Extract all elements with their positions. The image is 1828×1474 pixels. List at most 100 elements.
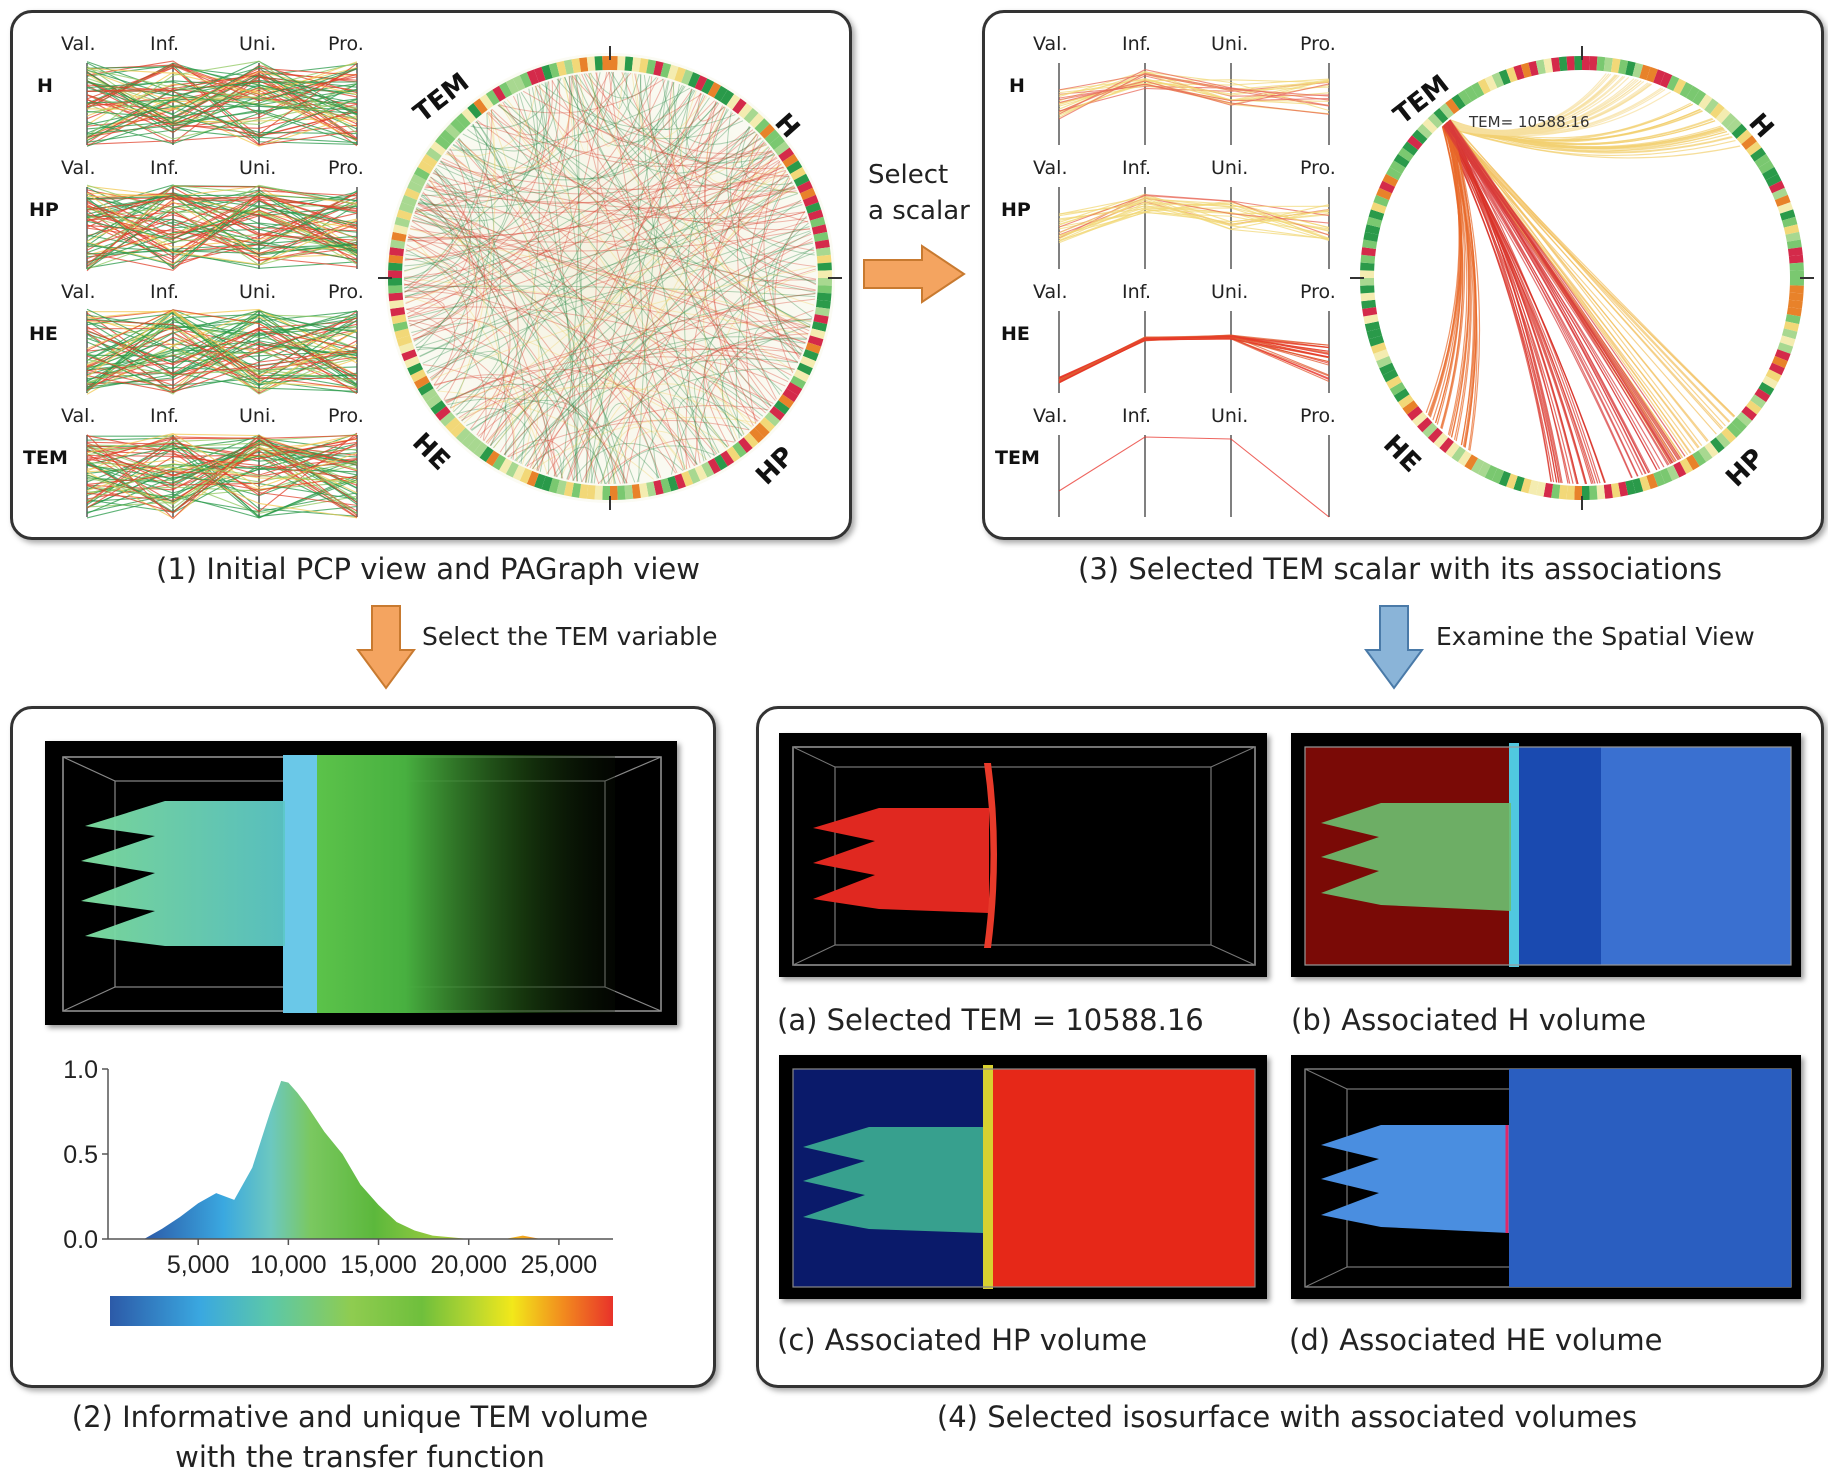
pcp-axis-label: Inf.: [150, 405, 179, 427]
chord: [452, 85, 545, 174]
ring-segment: [749, 113, 765, 129]
chord: [685, 94, 740, 159]
ring-segment: [1373, 349, 1390, 362]
ring-segment: [1596, 484, 1606, 500]
ring-segment: [388, 270, 403, 278]
chord: [429, 177, 518, 463]
chord: [421, 78, 561, 202]
ring-segment: [667, 475, 679, 492]
chord: [406, 244, 469, 390]
chord: [536, 84, 774, 159]
ring-segment: [389, 247, 405, 257]
pcp-view: Val. Inf. Uni. Pro. H Val. Inf. Uni. Pro. HP Val. I…: [13, 13, 373, 533]
chord: [437, 85, 685, 194]
chord: [429, 130, 755, 379]
chord: [585, 383, 756, 483]
chord: [703, 101, 758, 423]
ring-segment: [526, 470, 539, 487]
pcp-polyline: [1058, 203, 1330, 228]
ring-segment: [707, 81, 721, 98]
chord: [750, 170, 801, 358]
ring-segment: [1745, 400, 1762, 415]
ring-segment: [461, 432, 477, 449]
chord: [1449, 119, 1476, 446]
ring-segment: [707, 458, 721, 475]
x-tick-label: 10,000: [250, 1251, 326, 1279]
chord: [412, 176, 486, 230]
chord: [403, 283, 456, 386]
chord: [1442, 125, 1587, 485]
pcp-polyline: [1058, 78, 1330, 101]
ring-segment: [796, 362, 813, 376]
chord: [413, 100, 715, 342]
ring-segment: [398, 202, 415, 214]
ring-segment: [1513, 64, 1525, 81]
ring-segment: [1758, 160, 1775, 174]
ring-segment: [410, 369, 427, 383]
ring-segment: [1692, 89, 1707, 106]
chord: [1445, 122, 1733, 154]
panel-initial-view: Val. Inf. Uni. Pro. H Val. Inf. Uni. Pro. HP Val. I…: [10, 10, 852, 540]
chord: [738, 173, 806, 223]
chord: [422, 191, 556, 477]
chord: [416, 348, 550, 475]
ring-segment: [512, 75, 526, 92]
ring-segment: [1439, 103, 1454, 119]
chord: [581, 333, 809, 483]
ring-segment: [1726, 118, 1742, 134]
pcp-polyline: [86, 68, 358, 119]
pcp-polyline: [1058, 196, 1330, 227]
ring-segment: [816, 292, 832, 302]
ring-segment: [793, 369, 810, 383]
panel-isosurface: (a) Selected TEM = 10588.16 (b) Associat…: [756, 706, 1824, 1388]
chord: [405, 249, 583, 483]
chord: [590, 88, 693, 484]
ring-segment: [388, 292, 404, 302]
ring-segment: [1498, 470, 1511, 487]
ring-segment: [413, 167, 430, 181]
chord: [502, 95, 534, 144]
chord: [593, 402, 660, 484]
ring-segment: [1520, 62, 1532, 79]
ring-segment: [492, 85, 506, 102]
caption-a: (a) Selected TEM = 10588.16: [777, 1003, 1204, 1037]
chord: [424, 87, 539, 198]
chord: [540, 83, 736, 130]
ring-segment: [1427, 113, 1443, 129]
chord: [404, 257, 474, 327]
chord: [426, 138, 481, 374]
ring-segment: [749, 427, 765, 443]
chord: [518, 92, 578, 482]
ring-segment: [1402, 141, 1419, 156]
chord: [412, 217, 811, 328]
pcp-polyline: [86, 60, 358, 137]
ring-segment: [1679, 81, 1693, 98]
chord: [405, 117, 741, 305]
chord: [445, 318, 812, 404]
chord: [408, 234, 548, 475]
ring-segment: [1457, 450, 1472, 467]
chord: [407, 186, 795, 242]
ring-segment: [1653, 69, 1666, 86]
ring-segment: [809, 216, 826, 228]
ring-segment: [417, 160, 434, 174]
ring-segment: [1686, 454, 1700, 471]
ring-segment: [1451, 93, 1466, 110]
ring-segment: [467, 437, 482, 453]
chord: [415, 182, 470, 346]
chord: [702, 252, 815, 456]
ring-segment: [1786, 239, 1802, 250]
tem-histogram-chart: 0.0 0.5 1.0 5,000 10,000 15,000 20,000 25,000: [63, 1059, 613, 1326]
chord: [417, 81, 549, 352]
ring-segment: [392, 321, 409, 332]
ring-segment: [1528, 479, 1539, 496]
ring-segment: [1603, 483, 1613, 499]
chord: [412, 76, 571, 337]
chord: [407, 159, 780, 318]
ring-segment: [1785, 231, 1801, 242]
chord: [590, 72, 624, 147]
ring-segment: [1783, 224, 1800, 235]
ring-segment: [1736, 129, 1753, 145]
ring-segment: [526, 69, 539, 86]
ring-segment: [1477, 78, 1491, 95]
